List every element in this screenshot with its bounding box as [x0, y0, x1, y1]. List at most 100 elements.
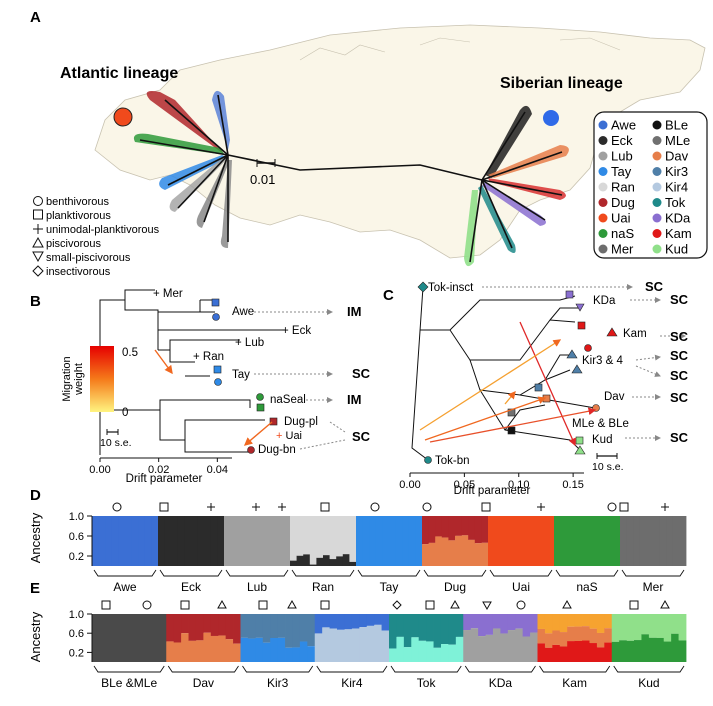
migration-arrows-c — [419, 321, 597, 447]
ancestry-bar-kud — [663, 614, 672, 642]
ancestry-bar-kda — [492, 628, 501, 662]
ancestry-bar-kir4 — [351, 614, 360, 629]
ancestry-bar-kam — [596, 614, 605, 633]
group-label-eck: Eck — [181, 580, 202, 594]
ancestry-bar-kam — [552, 630, 561, 645]
group-bracket — [159, 569, 223, 577]
ancestry-bar-kir4 — [351, 628, 360, 662]
ancestry-bar-dav — [225, 639, 234, 662]
scalebar-c: 10 s.e. — [592, 461, 624, 473]
benthivorous-icon — [33, 196, 43, 206]
ancestry-bar-lub — [276, 516, 284, 566]
tip-dugpl: Dug-pl — [284, 416, 318, 428]
legend-swatch-kir4 — [652, 182, 662, 192]
axis-tick-label: 0.04 — [207, 464, 228, 476]
legend-label-kir3: Kir3 — [665, 164, 688, 179]
ancestry-bar-kam — [596, 647, 605, 662]
ancestry-bar-dav — [188, 614, 197, 641]
ancestry-bar-nas — [613, 516, 621, 566]
legend-swatch-kir3 — [652, 167, 662, 176]
ancestry-bar-kam — [537, 628, 546, 644]
legend-swatch-ran — [598, 182, 608, 192]
insectivorous-icon — [32, 265, 44, 277]
group-label-tay: Tay — [380, 580, 399, 594]
ancestry-bar-ran — [323, 555, 330, 566]
diet-marker-piscivorous-icon — [660, 599, 670, 609]
ancestry-bar-dug — [448, 516, 456, 541]
ancestry-bar-kam — [567, 614, 576, 627]
ancestry-bar-awe — [118, 516, 126, 566]
group-bracket — [555, 569, 619, 577]
group-label-lub: Lub — [247, 580, 267, 594]
siberian-title: Siberian lineage — [500, 75, 623, 92]
tip-naseal: naSeal — [270, 394, 306, 406]
ancestry-bar-ran — [309, 516, 317, 565]
ancestry-bar-dav — [181, 614, 189, 634]
outcome-tokinsct: SC — [645, 279, 664, 294]
group-label-kir3: Kir3 — [267, 676, 289, 690]
axis-c: 0.00 0.05 0.10 0.15 — [399, 472, 584, 491]
ancestry-bar-kir4 — [329, 628, 338, 662]
axis-tick-label: 0.00 — [399, 479, 420, 491]
ancestry-bar-kam — [582, 614, 590, 627]
diet-marker-planktivorous-icon — [481, 502, 491, 512]
ancestry-bar-dav — [173, 642, 182, 662]
ancestry-bar-kda — [478, 636, 486, 662]
ancestry-bar-kir3 — [299, 614, 308, 642]
legend-swatch-nas — [598, 229, 608, 238]
tip-uai: + Uai — [276, 430, 302, 442]
panel-a: A Atlantic lineage Siberian lineage — [30, 9, 708, 278]
ancestry-bar-kda — [522, 614, 531, 637]
ancestry-bar-kam — [589, 628, 598, 644]
diet-marker-planktivorous-icon — [320, 600, 330, 610]
ancestry-bar-blemle — [151, 614, 160, 662]
ancestry-bar-kda — [500, 614, 509, 634]
group-labels-d: Awe Eck Lub Ran Tay Dug Uai naS Mer — [93, 569, 685, 594]
ancestry-bar-kda — [485, 634, 494, 662]
ancestry-bar-ran — [303, 516, 311, 555]
structure-bars-d — [92, 516, 687, 566]
ancestry-bar-mer — [639, 516, 647, 566]
legend-label-tok: Tok — [665, 195, 686, 210]
ancestry-bar-kam — [552, 614, 561, 631]
ancestry-bar-dug — [455, 535, 462, 566]
ancestry-bar-dav — [225, 614, 234, 640]
panel-b: B + Mer Awe + Eck + Lub + Ran Tay naSeal… — [30, 288, 371, 485]
yticks-d: 1.0 0.6 0.2 — [69, 511, 93, 566]
group-label-tok: Tok — [417, 676, 437, 690]
ancestry-bar-ran — [329, 516, 337, 560]
ancestry-bar-tok — [448, 644, 457, 662]
ancestry-bar-kam — [604, 642, 613, 662]
ancestry-bar-dug — [461, 516, 469, 536]
legend-label-dug: Dug — [611, 195, 635, 210]
outcome-kir3: SC — [670, 348, 689, 363]
ancestry-bar-dav — [218, 614, 227, 636]
group-bracket — [93, 665, 165, 673]
diet-marker-planktivorous-icon — [425, 600, 435, 610]
ancestry-bar-ran — [336, 516, 344, 557]
ancestry-bar-uai — [547, 516, 555, 566]
tip-mer: + Mer — [153, 288, 183, 300]
group-bracket — [621, 569, 685, 577]
legend-swatch-ble — [652, 120, 662, 130]
ancestry-bar-eck — [158, 516, 165, 566]
ancestry-bar-awe — [105, 516, 113, 566]
ancestry-bar-kir3 — [240, 637, 249, 662]
ancestry-bar-kir3 — [307, 614, 316, 647]
clade-kud — [464, 190, 478, 267]
legend-label-awe: Awe — [611, 118, 636, 133]
ancestry-bar-kir4 — [314, 633, 323, 662]
legend-swatch-lub — [598, 151, 608, 161]
ancestry-bar-kam — [574, 614, 583, 627]
legend-label-ran: Ran — [611, 180, 635, 195]
ancestry-bar-dav — [188, 640, 197, 662]
uai-dot — [113, 107, 133, 127]
ancestry-bar-kir4 — [366, 614, 375, 626]
ancestry-bar-blemle — [158, 614, 167, 662]
diet-label-0: benthivorous — [46, 196, 109, 208]
diet-label-3: piscivorous — [46, 238, 102, 250]
diet-label-4: small-piscivorous — [46, 252, 131, 264]
ancestry-bar-tok — [403, 614, 412, 648]
ancestry-bar-lub — [270, 516, 278, 566]
diet-marker-planktivorous-icon — [320, 502, 330, 512]
